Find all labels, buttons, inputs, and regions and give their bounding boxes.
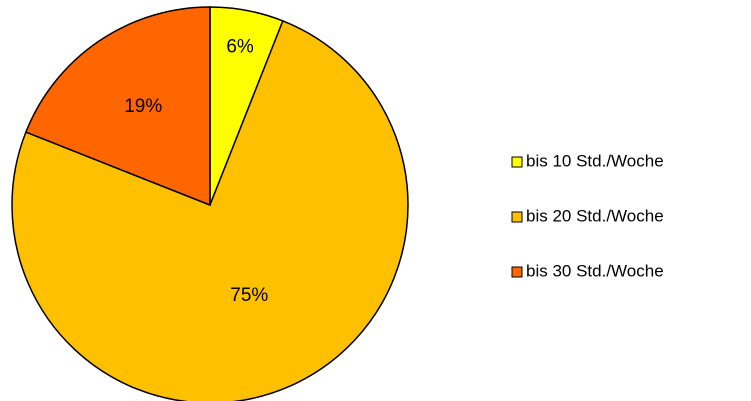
data-label: 19%	[124, 96, 162, 117]
data-label: 75%	[230, 285, 268, 306]
legend-label: bis 20 Std./Woche	[526, 206, 664, 225]
legend-label: bis 10 Std./Woche	[526, 151, 664, 170]
data-label: 6%	[226, 36, 254, 57]
legend-swatch	[511, 266, 523, 278]
pie-slice	[24, 6, 211, 207]
pie-slice	[11, 19, 409, 401]
legend-label: bis 30 Std./Woche	[526, 261, 664, 280]
legend-swatch	[511, 156, 523, 168]
legend-swatch	[511, 211, 523, 223]
